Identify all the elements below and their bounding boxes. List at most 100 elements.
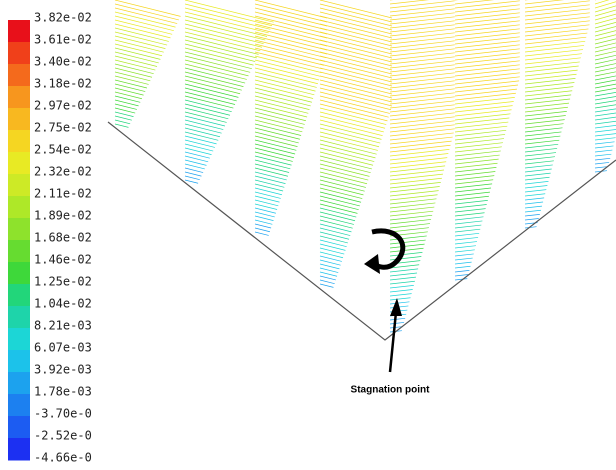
vector: [454, 162, 498, 169]
vector: [319, 219, 353, 229]
vector: [389, 239, 426, 245]
vector: [114, 75, 149, 85]
vector: [184, 175, 200, 181]
vector: [524, 115, 566, 121]
vector: [454, 68, 520, 77]
vector: [254, 179, 285, 188]
vector: [184, 0, 274, 23]
vector: [184, 43, 256, 62]
vector: [319, 247, 345, 255]
vector: [389, 326, 404, 329]
vector: [454, 175, 495, 181]
colorbar-label: 1.25e-02: [34, 275, 92, 289]
vector: [524, 135, 561, 141]
vector: [524, 139, 560, 145]
vector: [389, 173, 443, 181]
vector: [254, 163, 290, 173]
vector: [254, 115, 304, 129]
vector: [389, 48, 455, 57]
vector: [389, 128, 455, 137]
vector: [524, 131, 562, 137]
vector: [524, 4, 590, 13]
vector: [114, 67, 153, 78]
vector: [594, 5, 616, 13]
vector: [454, 56, 520, 65]
vector: [389, 64, 455, 73]
vector: [254, 43, 326, 62]
vector: [254, 215, 274, 221]
vector: [454, 171, 496, 177]
vector: [114, 91, 142, 100]
vector: [319, 199, 359, 211]
vector: [594, 67, 616, 73]
vector: [254, 31, 328, 51]
vector: [389, 198, 437, 205]
vector: [389, 214, 433, 221]
vector: [184, 123, 222, 134]
vector: [254, 219, 273, 225]
vector: [254, 147, 294, 159]
vector: [524, 172, 551, 177]
vector: [454, 52, 520, 61]
vector: [454, 129, 507, 137]
vector: [184, 67, 246, 84]
vector: [319, 0, 393, 19]
vector: [389, 252, 423, 257]
vector: [389, 227, 429, 233]
vector: [594, 162, 610, 165]
vector: [319, 187, 363, 199]
vector: [319, 23, 393, 43]
vector: [594, 153, 612, 157]
vector: [319, 91, 392, 111]
vector: [114, 31, 168, 46]
colorbar-label: 8.21e-03: [34, 319, 92, 333]
vector: [389, 206, 435, 213]
vector: [389, 202, 436, 209]
colorbar-swatch: [8, 218, 30, 241]
vector: [319, 27, 393, 47]
vector: [114, 95, 141, 103]
vector: [319, 11, 393, 31]
vector: [389, 44, 455, 53]
colorbar-swatch: [8, 372, 30, 395]
vector: [254, 15, 328, 35]
vector: [389, 169, 445, 177]
vector: [594, 26, 616, 33]
vector: [454, 72, 520, 81]
vector: [114, 47, 161, 60]
vector: [184, 47, 254, 66]
vector: [454, 28, 520, 37]
vector: [454, 117, 510, 125]
vector: [389, 124, 455, 133]
vector: [319, 167, 369, 181]
vector: [389, 268, 419, 273]
vector: [524, 0, 590, 9]
vector: [524, 156, 555, 161]
vector: [524, 111, 567, 117]
vector: [319, 279, 335, 285]
vector: [254, 67, 318, 85]
colorbar-swatch: [8, 196, 30, 219]
vector: [114, 119, 131, 125]
vector: [319, 63, 393, 83]
vector: [319, 39, 393, 59]
colorbar-swatch: [8, 350, 30, 373]
vector: [594, 34, 616, 41]
vector: [524, 69, 578, 77]
colorbar-label: 1.68e-02: [34, 231, 92, 245]
vector: [319, 255, 342, 262]
vector: [114, 35, 166, 49]
vector: [254, 203, 278, 210]
vector: [389, 264, 420, 269]
vector: [454, 24, 520, 33]
vector: [114, 115, 132, 121]
vector: [254, 75, 316, 92]
vector: [254, 111, 305, 125]
vector: [454, 121, 509, 129]
colorbar-swatch: [8, 130, 30, 153]
vector: [319, 59, 393, 79]
vector: [454, 92, 516, 101]
vector: [389, 80, 455, 89]
colorbar-swatch: [8, 86, 30, 109]
